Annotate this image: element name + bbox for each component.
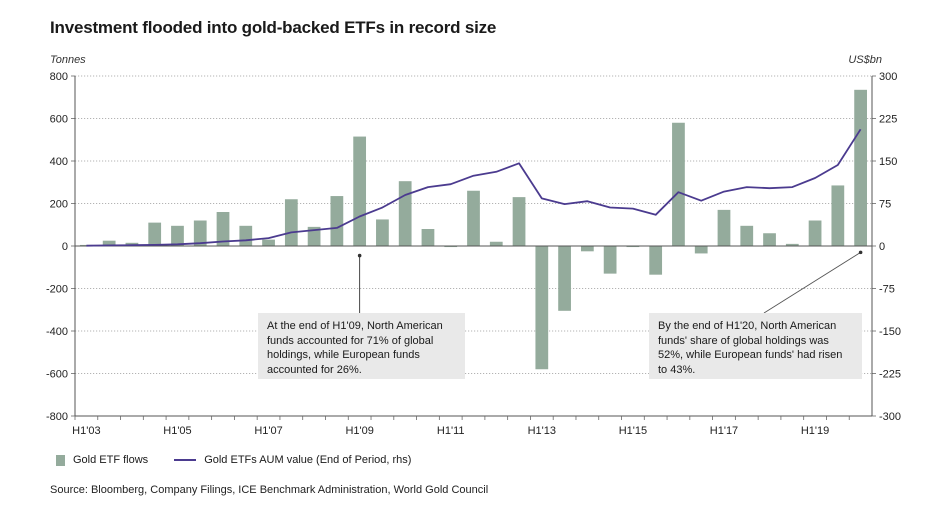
left-tick-label: -200	[46, 284, 68, 296]
bar	[284, 199, 298, 246]
x-tick-label: H1'07	[254, 425, 282, 437]
bar	[808, 220, 822, 246]
left-tick-label: -400	[46, 326, 68, 338]
line-series	[86, 128, 862, 247]
x-tick-label: H1'09	[345, 425, 373, 437]
right-tick-label: -75	[879, 284, 895, 296]
bar	[694, 246, 708, 254]
bar	[376, 219, 389, 246]
legend-item-bars: Gold ETF flows	[56, 454, 148, 466]
left-axis-unit: Tonnes	[50, 54, 86, 66]
x-tick-label: H1'17	[710, 425, 738, 437]
bar	[193, 220, 207, 246]
bar	[307, 226, 321, 246]
right-tick-label: 150	[879, 156, 897, 168]
bar	[512, 197, 526, 246]
bar	[216, 212, 230, 246]
bar	[80, 244, 93, 246]
legend-swatch-line	[174, 459, 197, 461]
bar	[421, 229, 435, 246]
callout-leaders	[357, 250, 863, 314]
bar	[558, 246, 571, 311]
right-tick-label: -225	[879, 369, 901, 381]
left-tick-label: 0	[62, 241, 68, 253]
x-tick-label: H1'15	[619, 425, 647, 437]
bar	[444, 246, 458, 248]
right-tick-label: 0	[879, 241, 885, 253]
bar	[831, 185, 845, 246]
bar	[535, 246, 549, 370]
bar	[171, 225, 184, 246]
bar	[763, 233, 776, 246]
left-tick-label: -800	[46, 411, 68, 423]
leader-dot-h1-09	[357, 253, 362, 258]
bar	[330, 196, 344, 246]
x-tick-label: H1'03	[72, 425, 100, 437]
right-tick-label: 225	[879, 114, 897, 126]
axes	[71, 75, 876, 420]
bar	[489, 241, 503, 246]
bar	[626, 246, 640, 248]
bar	[785, 243, 799, 246]
bar	[717, 209, 731, 246]
x-tick-label: H1'19	[801, 425, 829, 437]
left-tick-label: -600	[46, 369, 68, 381]
bar	[740, 225, 754, 246]
left-tick-label: 600	[50, 114, 68, 126]
right-tick-label: -300	[879, 411, 901, 423]
bar	[672, 122, 685, 246]
x-tick-label: H1'05	[163, 425, 191, 437]
left-tick-label: 200	[50, 199, 68, 211]
bar	[603, 246, 617, 274]
x-tick-label: H1'11	[437, 425, 465, 437]
leader-dot-h1-20	[858, 250, 863, 255]
bar	[467, 190, 480, 246]
x-tick-label: H1'13	[528, 425, 556, 437]
left-tick-label: 400	[50, 156, 68, 168]
legend-swatch-bars	[56, 454, 65, 466]
bar	[649, 246, 663, 275]
source-note: Source: Bloomberg, Company Filings, ICE …	[50, 484, 489, 496]
bar	[580, 246, 594, 252]
chart-title: Investment flooded into gold-backed ETFs…	[50, 18, 497, 37]
bar	[353, 136, 367, 246]
bar	[398, 181, 412, 246]
bar	[262, 239, 275, 246]
right-axis-unit: US$bn	[848, 54, 882, 66]
leader-h1-20	[763, 251, 861, 314]
aum-line	[86, 128, 862, 247]
callout-h1-09: At the end of H1'09, North American fund…	[258, 313, 465, 379]
bar	[102, 240, 116, 246]
right-tick-label: 300	[879, 71, 897, 83]
legend-label-bars: Gold ETF flows	[73, 454, 149, 466]
bar-series	[80, 89, 867, 370]
bar	[239, 225, 253, 246]
axis-labels: 800 600 400 200 0 -200 -400 -600 -800 300 225 150 75…	[46, 71, 901, 437]
right-tick-label: 75	[879, 199, 891, 211]
legend: Gold ETF flows Gold ETFs AUM value (End …	[56, 454, 437, 466]
right-tick-label: -150	[879, 326, 901, 338]
left-tick-label: 800	[50, 71, 68, 83]
legend-item-line: Gold ETFs AUM value (End of Period, rhs)	[174, 454, 411, 466]
callout-h1-20: By the end of H1'20, North American fund…	[649, 313, 862, 379]
legend-label-line: Gold ETFs AUM value (End of Period, rhs)	[204, 454, 412, 466]
bar	[148, 222, 162, 246]
bar	[854, 89, 867, 246]
